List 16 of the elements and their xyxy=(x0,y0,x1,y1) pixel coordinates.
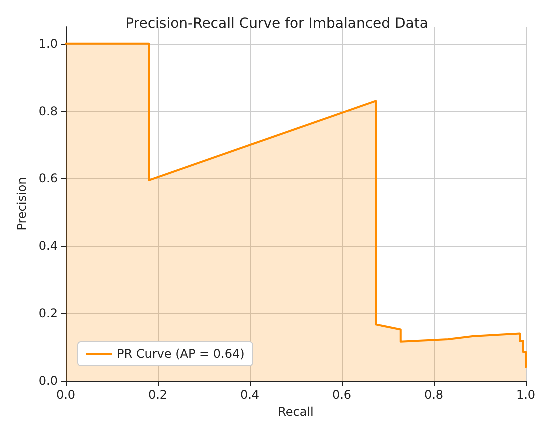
y-tick-label: 0.6 xyxy=(38,172,58,186)
x-tick-label: 0.8 xyxy=(424,388,444,402)
y-tick-label: 0.8 xyxy=(38,104,58,118)
chart-title: Precision-Recall Curve for Imbalanced Data xyxy=(126,16,428,32)
y-tick-label: 0.0 xyxy=(38,374,58,388)
x-tick-label: 0.0 xyxy=(56,388,76,402)
x-tick-label: 0.4 xyxy=(240,388,260,402)
legend-label: PR Curve (AP = 0.64) xyxy=(117,347,245,361)
y-tick-label: 0.2 xyxy=(38,306,58,321)
x-tick-label: 0.2 xyxy=(148,388,168,402)
y-axis-title: Precision xyxy=(15,177,29,231)
x-axis-title: Recall xyxy=(278,405,314,419)
y-tick-label: 0.4 xyxy=(38,239,58,254)
y-tick-label: 1.0 xyxy=(38,36,58,51)
x-tick-label: 1.0 xyxy=(516,388,536,402)
x-tick-label: 0.6 xyxy=(332,388,352,402)
